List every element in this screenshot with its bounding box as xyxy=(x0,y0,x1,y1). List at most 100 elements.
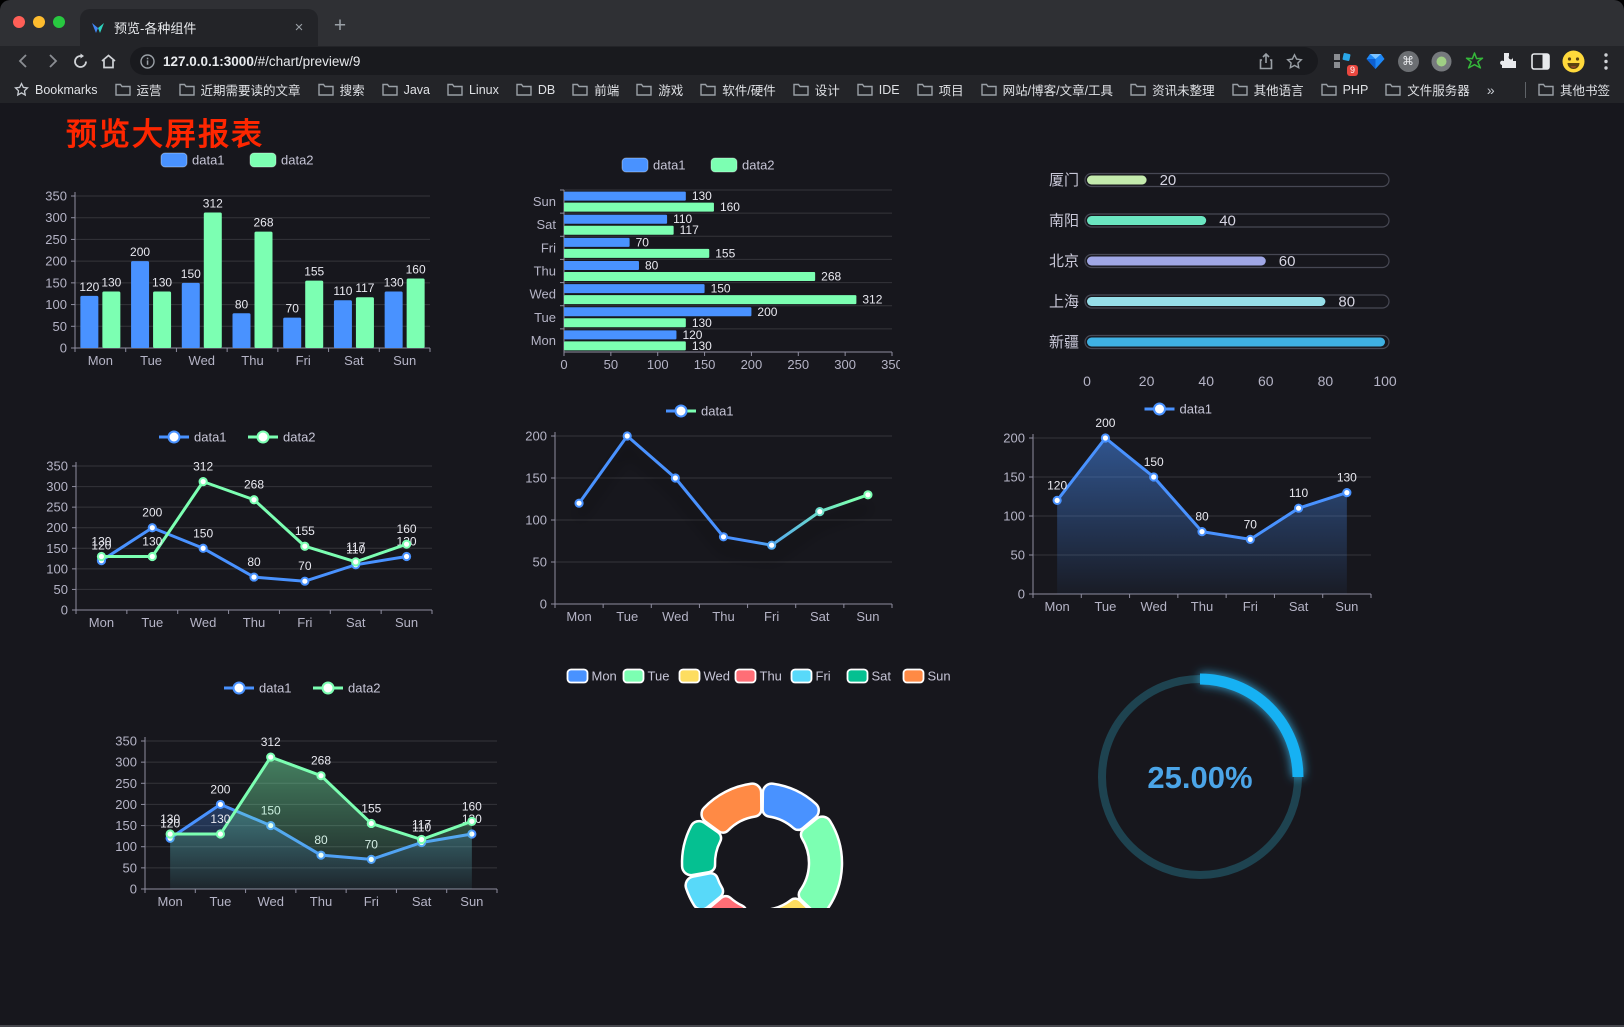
svg-text:Sun: Sun xyxy=(928,669,951,684)
bookmark-folder[interactable]: IDE xyxy=(857,83,900,97)
bookmark-folder[interactable]: 近期需要读的文章 xyxy=(178,80,301,99)
svg-text:Mon: Mon xyxy=(89,615,114,630)
forward-button[interactable] xyxy=(38,47,66,75)
bookmark-folder-label: 搜索 xyxy=(339,84,365,98)
folder-icon xyxy=(980,83,997,96)
bookmark-folder[interactable]: 设计 xyxy=(793,80,840,99)
bookmark-folder[interactable]: 前端 xyxy=(572,80,619,99)
close-window-button[interactable] xyxy=(13,16,25,28)
tab-close-icon[interactable]: × xyxy=(294,18,304,36)
bookmark-folder[interactable]: 运营 xyxy=(114,80,162,99)
bookmark-folder[interactable]: 其他语言 xyxy=(1231,80,1304,99)
command-extension-button[interactable]: ⌘ xyxy=(1396,49,1420,73)
bookmark-folder[interactable]: 网站/博客/文章/工具 xyxy=(980,80,1113,99)
svg-text:50: 50 xyxy=(604,357,618,372)
svg-text:Wed: Wed xyxy=(530,287,557,302)
svg-text:Fri: Fri xyxy=(297,615,312,630)
svg-text:上海: 上海 xyxy=(1049,294,1079,311)
star-extension-button[interactable] xyxy=(1462,49,1486,73)
horizontal-bar-chart[interactable]: data1 data2 0 50 100 150 200 250 300 350 Sun 130 160… xyxy=(502,150,903,378)
share-button[interactable] xyxy=(1252,47,1280,75)
svg-text:130: 130 xyxy=(142,535,162,549)
svg-text:Mon: Mon xyxy=(592,669,617,684)
profile-avatar[interactable] xyxy=(1561,49,1585,73)
puzzle-extension-button[interactable] xyxy=(1495,49,1519,73)
extension-grid-button[interactable]: 9 xyxy=(1330,49,1358,76)
gauge-chart[interactable]: 25.00% xyxy=(1083,653,1318,901)
bookmark-folder[interactable]: 资讯未整理 xyxy=(1130,80,1215,99)
svg-text:Fri: Fri xyxy=(541,240,556,255)
svg-text:60: 60 xyxy=(1258,373,1274,389)
gem-extension-button[interactable] xyxy=(1363,49,1387,73)
reload-button[interactable] xyxy=(66,47,94,75)
city-progress-chart[interactable]: 厦门20南阳40北京60上海80新疆100020406080100 xyxy=(995,150,1423,395)
svg-text:150: 150 xyxy=(711,282,731,296)
bookmarks-overflow-icon[interactable]: » xyxy=(1486,81,1495,98)
other-bookmarks-folder[interactable]: 其他书签 xyxy=(1538,80,1610,99)
svg-text:Sun: Sun xyxy=(395,615,418,630)
svg-text:南阳: 南阳 xyxy=(1049,213,1079,230)
browser-tab[interactable]: 预览-各种组件 × xyxy=(80,9,318,46)
bookmark-folder[interactable]: PHP xyxy=(1320,83,1368,97)
minimize-window-button[interactable] xyxy=(33,16,45,28)
svg-text:200: 200 xyxy=(525,429,547,444)
svg-text:312: 312 xyxy=(862,293,882,307)
bookmark-folder[interactable]: 文件服务器 xyxy=(1385,80,1470,99)
folder-icon xyxy=(857,83,873,96)
new-tab-button[interactable]: + xyxy=(333,14,347,37)
svg-text:data1: data1 xyxy=(192,153,225,168)
sidebar-button[interactable] xyxy=(1528,49,1552,73)
home-button[interactable] xyxy=(94,47,122,75)
folder-icon xyxy=(636,83,652,96)
bookmark-folder[interactable]: 软件/硬件 xyxy=(700,80,776,99)
svg-text:70: 70 xyxy=(1244,517,1258,531)
svg-text:Mon: Mon xyxy=(566,609,591,624)
bookmark-folder[interactable]: 游戏 xyxy=(636,80,683,99)
svg-text:70: 70 xyxy=(286,302,300,316)
bookmark-folder[interactable]: 项目 xyxy=(916,80,964,99)
address-bar[interactable]: 127.0.0.1:3000/#/chart/preview/9 xyxy=(130,47,1318,75)
bookmark-folder[interactable]: Linux xyxy=(447,83,499,97)
area-line-chart[interactable]: data1 0 50 100 150 200 Mon Tue Wed Thu Fri Sat Sun 12… xyxy=(985,386,1377,620)
zoom-window-button[interactable] xyxy=(53,16,65,28)
bookmarks-label: Bookmarks xyxy=(35,82,98,97)
bookmark-folder[interactable]: 搜索 xyxy=(317,80,365,99)
bookmarks-root[interactable]: Bookmarks xyxy=(14,82,98,97)
bookmark-folder[interactable]: Java xyxy=(381,83,430,97)
svg-text:Fri: Fri xyxy=(364,894,379,909)
svg-text:Thu: Thu xyxy=(241,353,263,368)
svg-text:120: 120 xyxy=(91,539,111,553)
home-icon xyxy=(100,53,116,68)
svg-text:250: 250 xyxy=(115,776,137,791)
svg-text:Sat: Sat xyxy=(346,615,366,630)
window-controls xyxy=(13,16,65,28)
svg-text:70: 70 xyxy=(298,559,312,573)
donut-chart[interactable]: Mon Tue Wed Thu Fri Sat Sun xyxy=(553,656,965,945)
svg-text:300: 300 xyxy=(834,357,856,372)
gradient-line-chart[interactable]: data1 0 50 100 150 200 Mon Tue Wed Thu Fri Sat Sun xyxy=(505,398,900,630)
svg-text:350: 350 xyxy=(46,459,68,474)
browser-menu-button[interactable] xyxy=(1594,49,1618,73)
bookmark-folder-label: 资讯未整理 xyxy=(1152,84,1215,98)
back-button[interactable] xyxy=(10,47,38,75)
svg-text:data1: data1 xyxy=(1180,402,1213,417)
page-content: 预览大屏报表 data1 data2 0 50 100 150 200 250 300 350 Mo… xyxy=(0,103,1624,1025)
svg-text:120: 120 xyxy=(682,328,702,342)
svg-text:0: 0 xyxy=(540,597,547,612)
grouped-bar-chart[interactable]: data1 data2 0 50 100 150 200 250 300 350 Mon Tue Wed… xyxy=(40,146,440,378)
bookmark-folder[interactable]: DB xyxy=(516,83,555,97)
svg-text:130: 130 xyxy=(692,316,712,330)
svg-text:40: 40 xyxy=(1219,213,1236,230)
recorder-extension-button[interactable] xyxy=(1429,49,1453,73)
multi-area-chart[interactable]: data1 data2 0 50 100 150 200 250 300 350 Mon Tue Wed… xyxy=(105,663,505,927)
bookmark-page-button[interactable] xyxy=(1280,47,1308,75)
svg-text:80: 80 xyxy=(1195,510,1209,524)
svg-text:200: 200 xyxy=(130,245,150,259)
svg-text:Mon: Mon xyxy=(1044,599,1069,614)
svg-text:Thu: Thu xyxy=(310,894,332,909)
svg-text:300: 300 xyxy=(115,755,137,770)
svg-text:0: 0 xyxy=(60,341,67,356)
multi-line-chart[interactable]: data1 data2 0 50 100 150 200 250 300 350 Mon Tue Wed… xyxy=(40,424,440,640)
svg-text:Sun: Sun xyxy=(393,353,416,368)
bookmarks-star-icon xyxy=(14,82,29,97)
